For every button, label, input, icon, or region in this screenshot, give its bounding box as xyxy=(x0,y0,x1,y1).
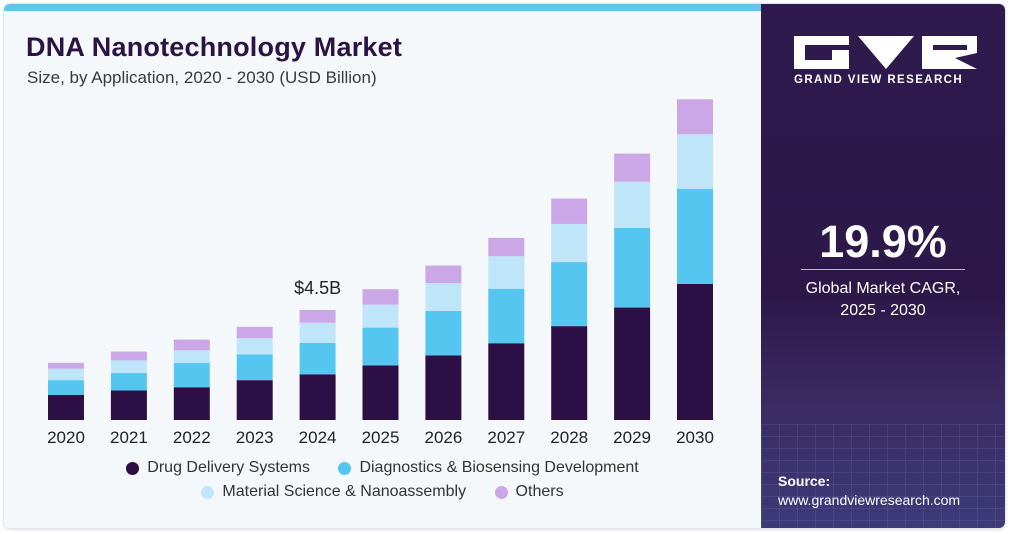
bar-others-2021 xyxy=(110,351,147,361)
legend-swatch-material-science xyxy=(201,485,215,499)
x-tick-label-2024: 2024 xyxy=(299,428,337,447)
bar-drug-delivery-systems-2027 xyxy=(488,343,525,420)
bar-material-science-nanoassembly-2020 xyxy=(48,368,84,381)
bar-material-science-nanoassembly-2030 xyxy=(677,134,713,189)
x-tick-label-2026: 2026 xyxy=(424,428,462,447)
accent-bar xyxy=(4,4,761,11)
bar-others-2028 xyxy=(551,198,588,224)
bar-diagnostics-biosensing-development-2030 xyxy=(677,188,713,284)
legend-label-drug-delivery: Drug Delivery Systems xyxy=(147,459,310,476)
x-tick-label-2028: 2028 xyxy=(550,428,588,447)
legend-swatch-diagnostics xyxy=(338,461,352,475)
legend-item-drug-delivery: Drug Delivery Systems xyxy=(126,459,310,477)
x-tick-label-2021: 2021 xyxy=(110,428,148,447)
chart-card: DNA Nanotechnology Market Size, by Appli… xyxy=(4,4,1005,528)
bar-diagnostics-biosensing-development-2028 xyxy=(551,262,588,327)
legend-label-diagnostics: Diagnostics & Biosensing Development xyxy=(359,459,639,476)
legend-item-diagnostics: Diagnostics & Biosensing Development xyxy=(338,459,639,477)
sidebar-panel: GRAND VIEW RESEARCH 19.9% Global Market … xyxy=(761,4,1005,528)
legend-label-material-science: Material Science & Nanoassembly xyxy=(222,483,467,500)
bar-material-science-nanoassembly-2024 xyxy=(299,322,336,343)
bar-others-2023 xyxy=(236,326,273,339)
brand-name: GRAND VIEW RESEARCH xyxy=(794,74,964,86)
x-tick-label-2022: 2022 xyxy=(173,428,211,447)
bar-drug-delivery-systems-2026 xyxy=(425,355,462,420)
x-tick-label-2025: 2025 xyxy=(362,428,400,447)
grand-view-research-logo xyxy=(794,36,977,69)
legend-row-2: Material Science & Nanoassembly Others xyxy=(4,483,761,504)
bar-drug-delivery-systems-2021 xyxy=(110,390,147,420)
bar-material-science-nanoassembly-2025 xyxy=(362,304,399,328)
bar-material-science-nanoassembly-2021 xyxy=(110,360,147,374)
legend-item-others: Others xyxy=(494,483,564,501)
bar-drug-delivery-systems-2030 xyxy=(677,283,713,420)
bar-drug-delivery-systems-2028 xyxy=(551,326,588,420)
source-label: Source: xyxy=(778,473,831,489)
x-tick-label-2027: 2027 xyxy=(487,428,525,447)
stacked-bar-chart: 2020 2021 2022 2023 2024 $4.5B 2025 2026 2027 202… xyxy=(47,99,714,447)
legend-row-1: Drug Delivery Systems Diagnostics & Bios… xyxy=(4,459,761,480)
bar-drug-delivery-systems-2029 xyxy=(614,307,651,420)
legend-label-others: Others xyxy=(515,483,564,500)
bar-diagnostics-biosensing-development-2020 xyxy=(48,380,84,395)
bar-others-2029 xyxy=(614,153,651,182)
bar-others-2020 xyxy=(48,362,84,369)
legend-item-material-science: Material Science & Nanoassembly xyxy=(201,483,466,501)
x-tick-label-2030: 2030 xyxy=(676,428,714,447)
cagr-label: Global Market CAGR, 2025 - 2030 xyxy=(761,278,1005,322)
bar-diagnostics-biosensing-development-2024 xyxy=(299,343,336,375)
bar-drug-delivery-systems-2020 xyxy=(48,394,84,420)
chart-title: DNA Nanotechnology Market xyxy=(26,32,403,62)
cagr-label-line-1: Global Market CAGR, xyxy=(805,280,961,297)
bar-diagnostics-biosensing-development-2022 xyxy=(173,363,210,388)
source-url: www.grandviewresearch.com xyxy=(778,492,961,508)
bar-drug-delivery-systems-2025 xyxy=(362,365,399,420)
bar-others-2022 xyxy=(173,339,210,351)
bar-material-science-nanoassembly-2028 xyxy=(551,223,588,263)
x-tick-label-2029: 2029 xyxy=(613,428,651,447)
bar-diagnostics-biosensing-development-2029 xyxy=(614,227,651,308)
x-tick-label-2023: 2023 xyxy=(236,428,274,447)
bar-diagnostics-biosensing-development-2023 xyxy=(236,354,273,381)
legend-swatch-others xyxy=(494,485,508,499)
bar-others-2024 xyxy=(299,310,336,323)
cagr-divider xyxy=(801,269,965,270)
decorative-grid xyxy=(761,424,1005,528)
x-tick-label-2020: 2020 xyxy=(47,428,85,447)
bar-drug-delivery-systems-2023 xyxy=(236,380,273,420)
bar-material-science-nanoassembly-2023 xyxy=(236,338,273,355)
cagr-value: 19.9% xyxy=(819,216,947,267)
bar-drug-delivery-systems-2024 xyxy=(299,374,336,420)
bar-others-2026 xyxy=(425,265,462,284)
bar-others-2027 xyxy=(488,237,525,257)
bar-material-science-nanoassembly-2022 xyxy=(173,350,210,364)
bar-material-science-nanoassembly-2029 xyxy=(614,181,651,228)
bar-material-science-nanoassembly-2027 xyxy=(488,256,525,289)
chart-subtitle: Size, by Application, 2020 - 2030 (USD B… xyxy=(27,68,377,87)
bar-diagnostics-biosensing-development-2021 xyxy=(110,373,147,391)
bar-diagnostics-biosensing-development-2026 xyxy=(425,310,462,356)
bar-diagnostics-biosensing-development-2027 xyxy=(488,288,525,344)
cagr-label-line-2: 2025 - 2030 xyxy=(840,302,926,319)
data-label-2024: $4.5B xyxy=(294,278,341,298)
bar-others-2025 xyxy=(362,289,399,305)
bar-drug-delivery-systems-2022 xyxy=(173,387,210,420)
bar-diagnostics-biosensing-development-2025 xyxy=(362,327,399,366)
bar-material-science-nanoassembly-2026 xyxy=(425,283,462,311)
legend-swatch-drug-delivery xyxy=(126,461,140,475)
bar-others-2030 xyxy=(677,99,713,135)
